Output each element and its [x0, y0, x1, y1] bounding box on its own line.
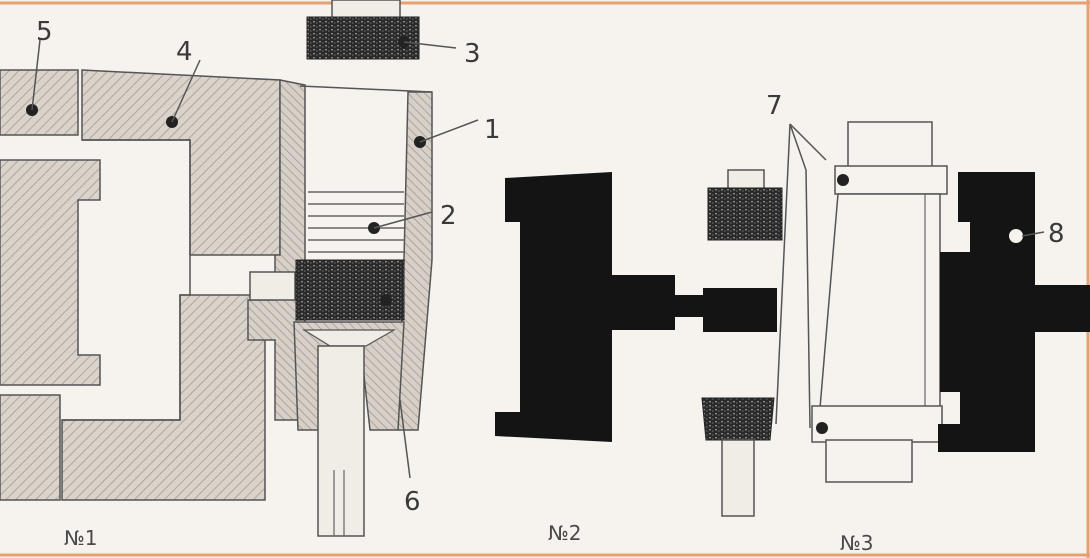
label-4: 4	[176, 37, 193, 67]
part-bottom-flange	[825, 439, 913, 483]
plate-5-top	[0, 69, 79, 136]
mold-half-4-top	[81, 69, 281, 256]
label-5: 5	[36, 17, 53, 47]
label-6: 6	[404, 487, 421, 517]
part-bottom-rim	[811, 405, 943, 443]
plate-5-core	[0, 159, 101, 386]
gate-channel	[249, 271, 296, 301]
cylinder-top-edge	[299, 85, 433, 93]
item-3-stem	[331, 0, 401, 19]
charge-small	[707, 187, 783, 241]
plunger-rod-small	[721, 439, 755, 517]
material-2	[308, 191, 404, 253]
sprue-neck	[675, 295, 705, 317]
label-3: 3	[464, 39, 481, 69]
sprue-nozzle	[703, 288, 777, 332]
part-top-flange	[847, 121, 933, 169]
label-2: 2	[440, 201, 457, 231]
label-7: 7	[766, 91, 783, 121]
plunger-head-small	[701, 397, 775, 441]
figure-3	[775, 121, 1090, 483]
plunger-6-rod	[317, 345, 365, 537]
marker-7-top	[837, 174, 849, 186]
caption-figure-2: №2	[548, 521, 582, 545]
caption-figure-3: №3	[840, 531, 874, 555]
marker-charge	[380, 294, 392, 306]
plate-5-bottom	[0, 394, 61, 501]
marker-7-bottom	[816, 422, 828, 434]
mold-half-right-dark	[938, 172, 1090, 452]
figure-2	[495, 169, 783, 517]
part-body	[819, 193, 941, 409]
caption-figure-1: №1	[64, 526, 98, 550]
label-8: 8	[1048, 219, 1065, 249]
mold-half-4-bottom	[61, 294, 266, 501]
marker-8-hole	[1009, 229, 1023, 243]
figure-1	[0, 0, 479, 537]
plunger-6-face	[301, 329, 397, 347]
mold-cavity	[62, 139, 191, 421]
mold-half-dark	[495, 172, 675, 442]
part-top-rim	[834, 165, 948, 195]
charge-cap	[727, 169, 765, 191]
label-1: 1	[484, 115, 501, 145]
charge-block	[295, 259, 405, 321]
